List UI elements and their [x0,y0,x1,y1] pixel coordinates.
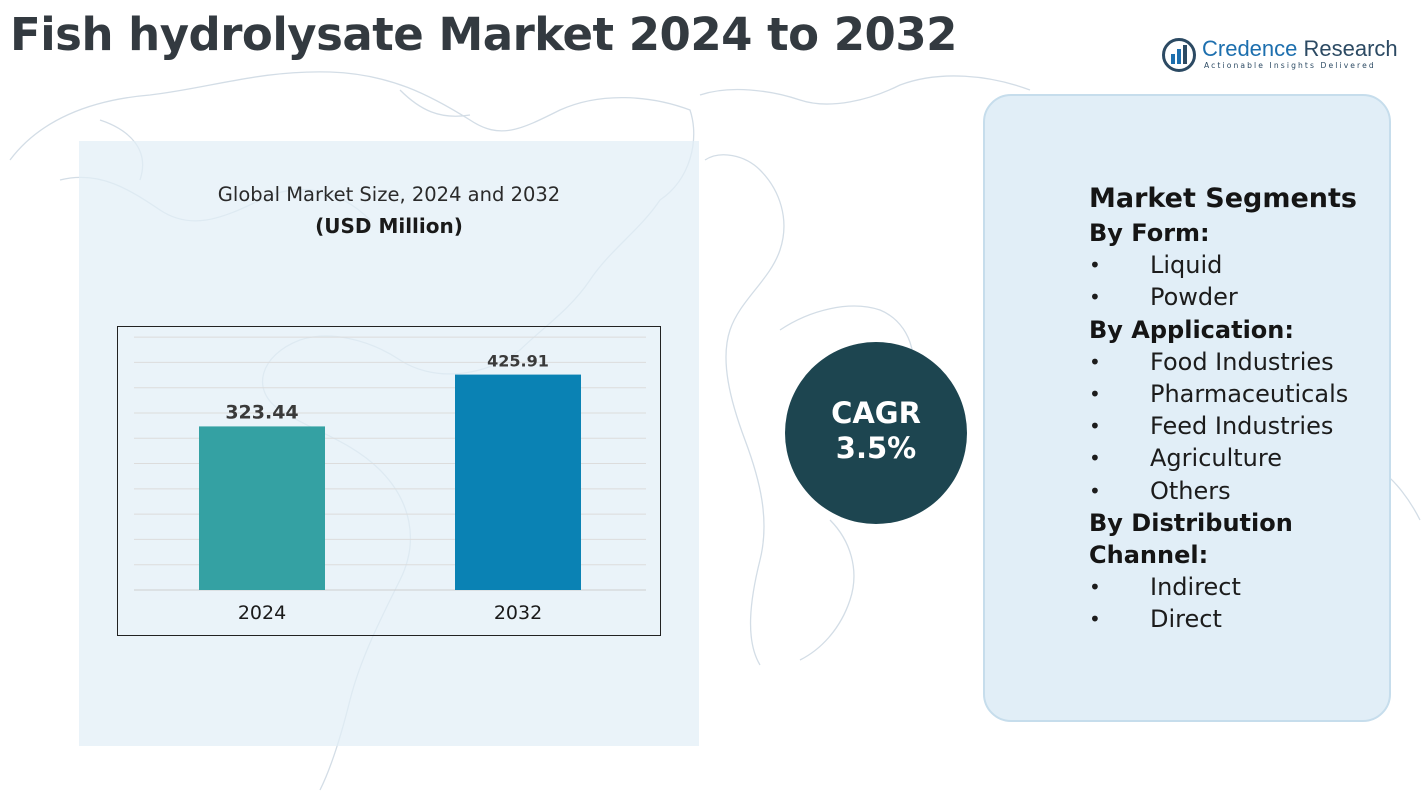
logo-name-part2: Research [1303,36,1398,61]
segment-group-label: By Application: [1089,315,1294,344]
logo-bars-icon [1162,38,1196,72]
bullet-icon: • [1089,446,1101,471]
logo-name-part1: Credence [1202,36,1298,61]
bullet-icon: • [1089,349,1101,374]
chart-panel [79,141,699,746]
bullet-icon: • [1089,381,1101,406]
bullet-icon: • [1089,285,1101,310]
cagr-label: CAGR [831,396,921,430]
cagr-value: 3.5% [835,431,917,465]
segment-item-label: Agriculture [1150,444,1282,473]
segment-item-label: Feed Industries [1150,412,1334,441]
segment-item: • Direct [1089,603,1389,635]
segment-item: • Food Industries [1089,346,1389,378]
segment-item: • Pharmaceuticals [1089,378,1389,410]
bullet-icon: • [1089,607,1101,632]
segment-group-label: By Distribution Channel: [1089,508,1293,569]
segment-item-label: Food Industries [1150,347,1334,376]
segments-heading: Market Segments [1089,183,1357,214]
segment-item: • Powder [1089,281,1389,313]
bar-chart: 323.44 2024 425.91 2032 [117,326,661,636]
chart-unit-label: (USD Million) [315,214,463,238]
bullet-icon: • [1089,253,1101,278]
segments-panel [983,94,1391,722]
logo-name: Credence Research [1202,36,1398,62]
bar-2032 [455,374,581,590]
segment-item-label: Liquid [1150,251,1223,280]
segment-item-label: Others [1150,476,1231,505]
data-label-2024: 323.44 [225,401,298,423]
bullet-icon: • [1089,478,1101,503]
cagr-badge [748,318,978,548]
x-tick-label-2024: 2024 [238,602,286,624]
data-label-2032: 425.91 [487,352,549,371]
logo-tagline: Actionable Insights Delivered [1204,61,1376,70]
segment-item: • Liquid [1089,249,1389,281]
x-tick-label-2032: 2032 [494,602,542,624]
segments-list: Market Segments By Form: • Liquid • Powder By… [1089,181,1389,636]
bullet-icon: • [1089,414,1101,439]
segment-item-label: Powder [1150,283,1238,312]
segment-item-label: Direct [1150,605,1222,634]
chart-title: Global Market Size, 2024 and 2032 [217,183,561,206]
cagr-circle [785,342,967,524]
cagr-circle-graphic [752,320,967,546]
bar-chart-svg: 323.44 2024 425.91 2032 [134,336,646,624]
page-title: Fish hydrolysate Market 2024 to 2032 [10,8,957,61]
credence-research-logo[interactable]: Credence Research Actionable Insights De… [1162,36,1398,74]
segment-item-label: Pharmaceuticals [1150,379,1349,408]
segment-item: • Others [1089,475,1389,507]
segment-group-label: By Form: [1089,219,1210,247]
segment-item: • Agriculture [1089,442,1389,474]
segment-item: • Feed Industries [1089,410,1389,442]
bar-2024 [199,426,325,590]
segment-item: • Indirect [1089,571,1389,603]
segment-item-label: Indirect [1150,573,1241,602]
bullet-icon: • [1089,575,1101,600]
